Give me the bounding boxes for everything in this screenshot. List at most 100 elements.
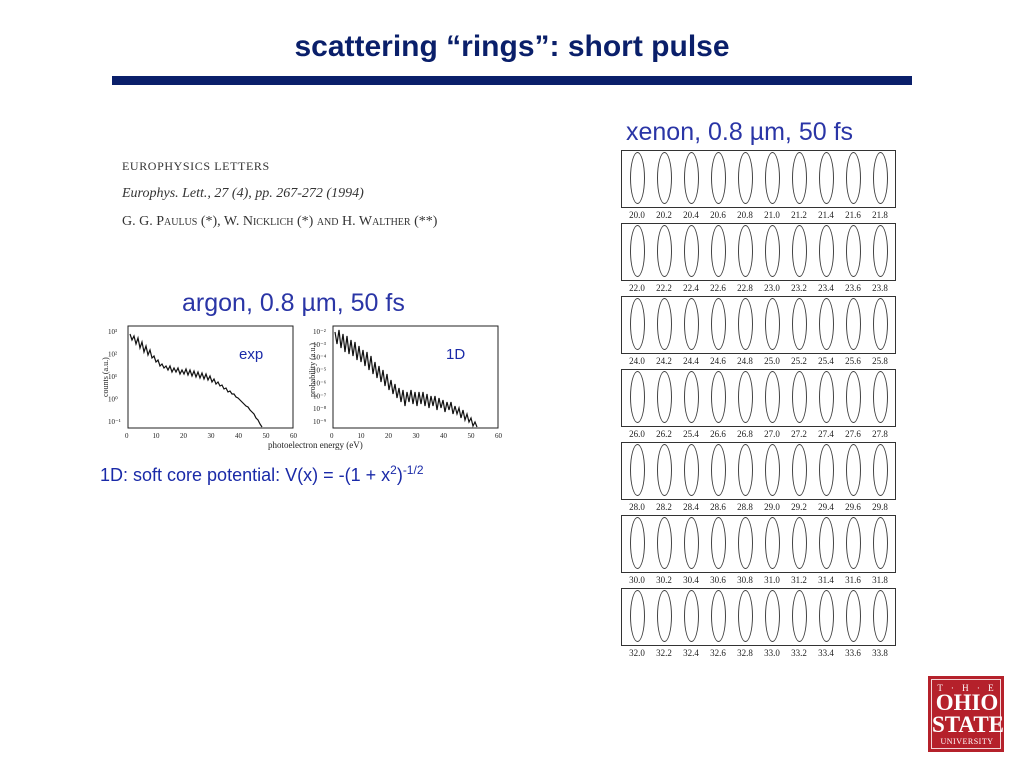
angular-distribution-shape xyxy=(657,225,672,277)
energy-label: 33.2 xyxy=(791,648,807,658)
angular-distribution-shape xyxy=(873,152,888,204)
energy-label: 20.0 xyxy=(629,210,645,220)
angular-distribution-shape xyxy=(684,152,699,204)
angular-distribution-shape xyxy=(873,590,888,642)
angular-distribution-cell xyxy=(732,440,759,500)
angular-distribution-shape xyxy=(792,225,807,277)
energy-label: 23.4 xyxy=(818,283,834,293)
angular-distribution-shape xyxy=(792,371,807,423)
energy-label: 23.0 xyxy=(764,283,780,293)
xenon-angular-distribution-grid: 20.0 20.2 20.4 20.6 20.8 21.0 21.2 21.4 21.6 21.8… xyxy=(618,148,906,663)
energy-label: 27.0 xyxy=(764,429,780,439)
energy-label: 32.6 xyxy=(710,648,726,658)
energy-label: 32.2 xyxy=(656,648,672,658)
xtick-label: 20 xyxy=(385,432,393,440)
angular-distribution-shape xyxy=(657,444,672,496)
energy-label: 29.2 xyxy=(791,502,807,512)
ytick-label: 10⁻¹ xyxy=(108,418,121,426)
citation-reference: Europhys. Lett., 27 (4), pp. 267-272 (19… xyxy=(122,186,364,201)
energy-label: 25.2 xyxy=(791,356,807,366)
angular-distribution-cell xyxy=(732,367,759,427)
angular-distribution-cell xyxy=(813,586,840,646)
energy-label: 23.6 xyxy=(845,283,861,293)
energy-label: 31.8 xyxy=(872,575,888,585)
energy-label: 31.6 xyxy=(845,575,861,585)
angular-distribution-cell xyxy=(678,294,705,354)
angular-distribution-cell xyxy=(759,440,786,500)
energy-label: 22.0 xyxy=(629,283,645,293)
angular-distribution-cell xyxy=(813,367,840,427)
xtick-label: 50 xyxy=(468,432,476,440)
angular-distribution-cell xyxy=(624,294,651,354)
1d-ylabel: probability (a.u.) xyxy=(308,343,317,397)
energy-label: 24.8 xyxy=(737,356,753,366)
ytick-label: 10⁻⁷ xyxy=(313,392,327,400)
citation-block: EUROPHYSICS LETTERS Europhys. Lett., 27 … xyxy=(122,152,437,236)
angular-distribution-shape xyxy=(684,225,699,277)
angular-distribution-shape xyxy=(765,225,780,277)
angular-distribution-cell xyxy=(651,367,678,427)
xtick-label: 10 xyxy=(358,432,366,440)
angular-distribution-cell xyxy=(813,513,840,573)
angular-distribution-shape xyxy=(765,371,780,423)
angular-distribution-cell xyxy=(705,148,732,208)
angular-distribution-cell xyxy=(678,221,705,281)
angular-distribution-cell xyxy=(867,586,894,646)
angular-distribution-cell xyxy=(786,440,813,500)
energy-label: 24.6 xyxy=(710,356,726,366)
angular-distribution-shape xyxy=(792,517,807,569)
angular-distribution-cell xyxy=(705,440,732,500)
angular-distribution-shape xyxy=(792,298,807,350)
energy-label: 28.6 xyxy=(710,502,726,512)
energy-label: 24.0 xyxy=(629,356,645,366)
energy-label: 21.6 xyxy=(845,210,861,220)
angular-distribution-shape xyxy=(765,444,780,496)
ytick-label: 10⁰ xyxy=(108,396,118,404)
angular-distribution-cell xyxy=(651,294,678,354)
angular-distribution-shape xyxy=(738,444,753,496)
angular-distribution-shape xyxy=(711,590,726,642)
angular-distribution-shape xyxy=(684,298,699,350)
energy-row: 22.0 22.2 22.4 22.6 22.8 23.0 23.2 23.4 23.6 23.8 xyxy=(618,221,906,294)
xtick-label: 30 xyxy=(413,432,421,440)
angular-distribution-cell xyxy=(786,148,813,208)
angular-distribution-cell xyxy=(786,586,813,646)
energy-label: 27.6 xyxy=(845,429,861,439)
angular-distribution-cell xyxy=(867,221,894,281)
angular-distribution-shape xyxy=(765,517,780,569)
ytick-label: 10⁻² xyxy=(313,328,326,336)
energy-label: 29.8 xyxy=(872,502,888,512)
xtick-label: 60 xyxy=(495,432,503,440)
ytick-label: 10¹ xyxy=(108,373,117,381)
angular-distribution-cell xyxy=(840,440,867,500)
energy-row: 30.0 30.2 30.4 30.6 30.8 31.0 31.2 31.4 31.6 31.8 xyxy=(618,513,906,586)
angular-distribution-shape xyxy=(711,298,726,350)
1d-plot-label: 1D xyxy=(446,346,466,363)
ytick-label: 10⁻⁶ xyxy=(313,379,327,387)
energy-label: 31.0 xyxy=(764,575,780,585)
angular-distribution-shape xyxy=(846,152,861,204)
energy-row: 20.0 20.2 20.4 20.6 20.8 21.0 21.2 21.4 21.6 21.8 xyxy=(618,148,906,221)
angular-distribution-cell xyxy=(813,221,840,281)
formula-text: 1D: soft core potential: V(x) = -(1 + x2… xyxy=(100,463,424,485)
angular-distribution-cell xyxy=(651,221,678,281)
angular-distribution-cell xyxy=(624,586,651,646)
energy-label: 30.8 xyxy=(737,575,753,585)
energy-label: 21.4 xyxy=(818,210,834,220)
angular-distribution-cell xyxy=(759,586,786,646)
energy-label: 30.4 xyxy=(683,575,699,585)
angular-distribution-cell xyxy=(840,586,867,646)
energy-label: 22.6 xyxy=(710,283,726,293)
energy-label: 29.4 xyxy=(818,502,834,512)
angular-distribution-shape xyxy=(630,517,645,569)
exp-spectrum-plot: counts (a.u.) 10³ 10² 10¹ 10⁰ 10⁻¹ 0 10 20 30 40… xyxy=(98,322,303,452)
energy-label: 33.4 xyxy=(818,648,834,658)
angular-distribution-shape xyxy=(819,371,834,423)
energy-row: 26.0 26.2 25.4 26.6 26.8 27.0 27.2 27.4 27.6 27.8 xyxy=(618,367,906,440)
exp-plot-label: exp xyxy=(239,346,264,363)
slide-title: scattering “rings”: short pulse xyxy=(294,30,730,63)
angular-distribution-cell xyxy=(624,440,651,500)
angular-distribution-shape xyxy=(792,590,807,642)
title-underline-bar xyxy=(112,76,912,85)
angular-distribution-shape xyxy=(711,517,726,569)
